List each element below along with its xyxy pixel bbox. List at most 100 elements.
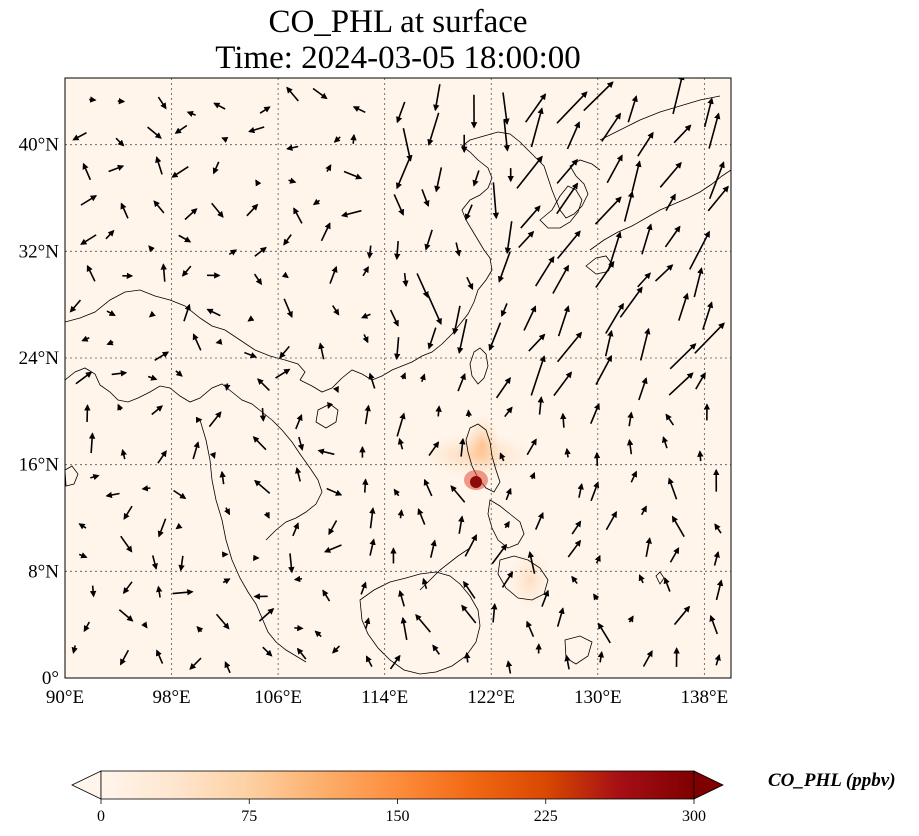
- wind-arrow: [364, 404, 371, 425]
- wind-arrow: [327, 401, 334, 409]
- wind-arrow: [141, 621, 148, 629]
- wind-arrow: [665, 193, 676, 212]
- wind-arrow: [472, 170, 480, 187]
- lat-tick-label: 16°N: [19, 455, 60, 476]
- wind-arrow: [118, 609, 134, 622]
- wind-arrow: [181, 265, 192, 277]
- wind-arrow: [362, 266, 369, 277]
- wind-arrow: [428, 441, 440, 456]
- wind-arrow: [393, 194, 405, 216]
- wind-arrow: [626, 438, 634, 455]
- wind-arrow: [426, 291, 442, 325]
- wind-arrow: [82, 162, 92, 181]
- wind-arrow: [317, 448, 335, 456]
- wind-arrow: [393, 488, 400, 497]
- coastline-malay: [199, 419, 307, 663]
- wind-arrow: [605, 511, 618, 531]
- wind-arrow: [560, 412, 567, 428]
- wind-arrow: [369, 507, 376, 529]
- wind-arrow: [69, 299, 82, 313]
- wind-arrow: [594, 554, 601, 564]
- coastline-palawan: [419, 547, 471, 591]
- wind-arrow: [323, 544, 342, 553]
- wind-arrow: [105, 229, 115, 240]
- wind-arrow: [577, 482, 584, 498]
- colorbar-extend-min: [71, 770, 102, 800]
- wind-arrow: [527, 551, 536, 574]
- wind-arrow: [178, 234, 192, 243]
- wind-arrow: [157, 518, 167, 538]
- lon-tick-labels: 90°E 98°E 106°E 114°E 122°E 130°E 138°E: [46, 687, 728, 708]
- wind-arrow: [505, 660, 513, 674]
- wind-arrow: [328, 520, 338, 536]
- wind-arrow: [396, 101, 406, 124]
- coastline-andaman: [65, 465, 79, 487]
- wind-arrow: [501, 571, 514, 588]
- wind-arrow: [215, 613, 230, 630]
- wind-arrow: [172, 589, 194, 596]
- title-line-1: CO_PHL at surface: [268, 4, 528, 40]
- wind-arrow: [627, 411, 634, 427]
- lon-tick-label: 130°E: [574, 687, 622, 708]
- map-title: CO_PHL at surface Time: 2024-03-05 18:00…: [0, 4, 796, 76]
- wind-arrow: [694, 322, 725, 354]
- wind-arrow: [279, 345, 290, 359]
- wind-arrow: [173, 489, 187, 499]
- wind-arrow: [714, 653, 721, 666]
- lat-tick-labels: 0° 8°N 16°N 24°N 32°N 40°N: [19, 135, 60, 689]
- wind-arrow: [362, 334, 369, 344]
- gridlines: [65, 78, 731, 678]
- wind-arrow: [72, 132, 87, 141]
- wind-arrow: [708, 161, 725, 200]
- wind-arrow: [81, 335, 90, 342]
- lon-tick-label: 98°E: [152, 687, 190, 708]
- coastline-borneo: [359, 571, 481, 675]
- wind-arrow: [427, 112, 440, 146]
- wind-arrow: [556, 230, 581, 260]
- colorbar-gradient: [100, 770, 695, 800]
- wind-arrow: [275, 368, 291, 379]
- wind-arrow: [645, 537, 652, 557]
- wind-arrow: [71, 645, 78, 654]
- wind-arrow: [254, 479, 271, 495]
- wind-arrow: [488, 322, 502, 351]
- wind-arrow: [669, 343, 697, 370]
- wind-arrow: [364, 617, 371, 629]
- colorbar-ticks: 0 75 150 225 300: [97, 799, 706, 825]
- wind-arrow: [186, 110, 196, 117]
- wind-arrow: [672, 78, 685, 115]
- wind-arrow: [432, 644, 441, 655]
- wind-arrow: [695, 372, 706, 390]
- wind-arrow: [464, 204, 473, 221]
- wind-arrow: [661, 436, 669, 449]
- wind-arrow: [369, 538, 376, 556]
- wind-arrow: [252, 436, 267, 451]
- title-line-2: Time: 2024-03-05 18:00:00: [215, 40, 581, 76]
- wind-arrow: [224, 661, 231, 674]
- wind-arrow: [211, 202, 224, 218]
- wind-arrow: [333, 136, 341, 143]
- wind-arrow: [329, 265, 338, 284]
- wind-arrow: [556, 91, 588, 124]
- wind-arrow: [178, 555, 185, 572]
- wind-arrow: [491, 602, 498, 623]
- wind-arrow: [457, 373, 466, 392]
- wind-arrow: [454, 242, 462, 257]
- wind-arrow: [141, 485, 151, 492]
- wind-arrow: [594, 196, 622, 225]
- wind-arrow: [111, 370, 128, 377]
- wind-arrow: [293, 207, 303, 224]
- wind-arrow: [627, 95, 638, 123]
- wind-arrow: [556, 331, 583, 363]
- wind-arrow: [108, 164, 125, 173]
- wind-arrow: [530, 355, 546, 396]
- wind-arrow: [314, 630, 322, 638]
- wind-arrow: [654, 264, 674, 282]
- wind-arrow: [464, 651, 471, 663]
- wind-arrow: [595, 354, 613, 385]
- wind-arrow: [427, 327, 437, 350]
- wind-arrow: [556, 182, 579, 215]
- wind-arrow: [156, 585, 163, 598]
- wind-arrow: [312, 87, 328, 100]
- wind-arrow: [619, 286, 643, 318]
